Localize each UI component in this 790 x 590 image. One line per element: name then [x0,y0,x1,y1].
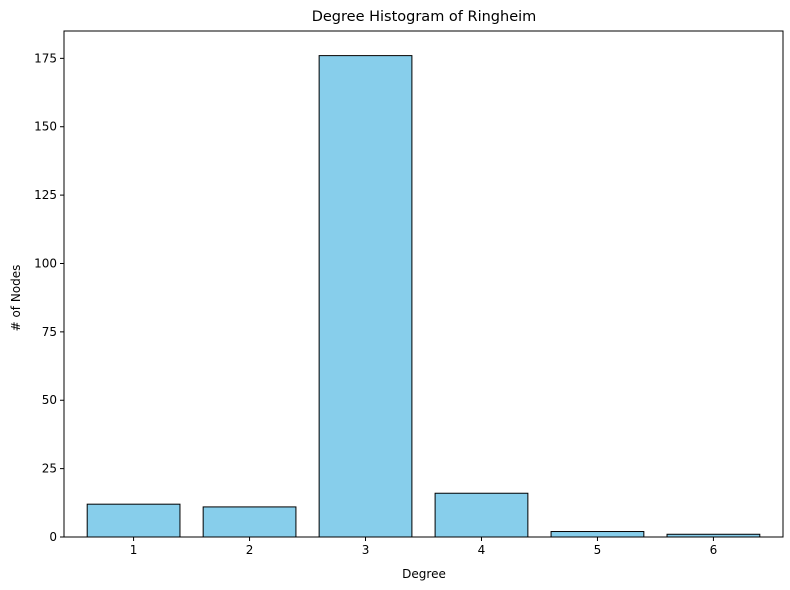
y-tick-label: 50 [42,393,57,407]
x-tick-label: 6 [710,543,718,557]
bar-degree-1 [86,503,181,538]
y-axis-label: # of Nodes [9,265,23,332]
bar-degree-2 [202,506,297,538]
x-tick-label: 3 [362,543,370,557]
y-tick-label: 175 [34,51,57,65]
chart-title: Degree Histogram of Ringheim [312,9,537,25]
y-axis: 0 25 50 75 100 125 150 175 [34,51,64,544]
y-tick-label: 100 [34,256,57,270]
x-tick-label: 5 [594,543,602,557]
plot-area [86,55,761,538]
bar-degree-3 [318,55,413,538]
y-tick-label: 150 [34,120,57,134]
x-tick-label: 2 [246,543,254,557]
plot-frame [63,30,784,538]
y-tick-label: 25 [42,462,57,476]
x-tick-label: 1 [130,543,138,557]
y-tick-label: 125 [34,188,57,202]
x-axis: 1 2 3 4 5 6 [130,537,717,557]
x-tick-label: 4 [478,543,486,557]
bar-degree-5 [550,531,645,538]
y-tick-label: 0 [49,530,57,544]
bar-degree-4 [434,492,529,538]
x-axis-label: Degree [402,567,446,581]
y-tick-label: 75 [42,325,57,339]
